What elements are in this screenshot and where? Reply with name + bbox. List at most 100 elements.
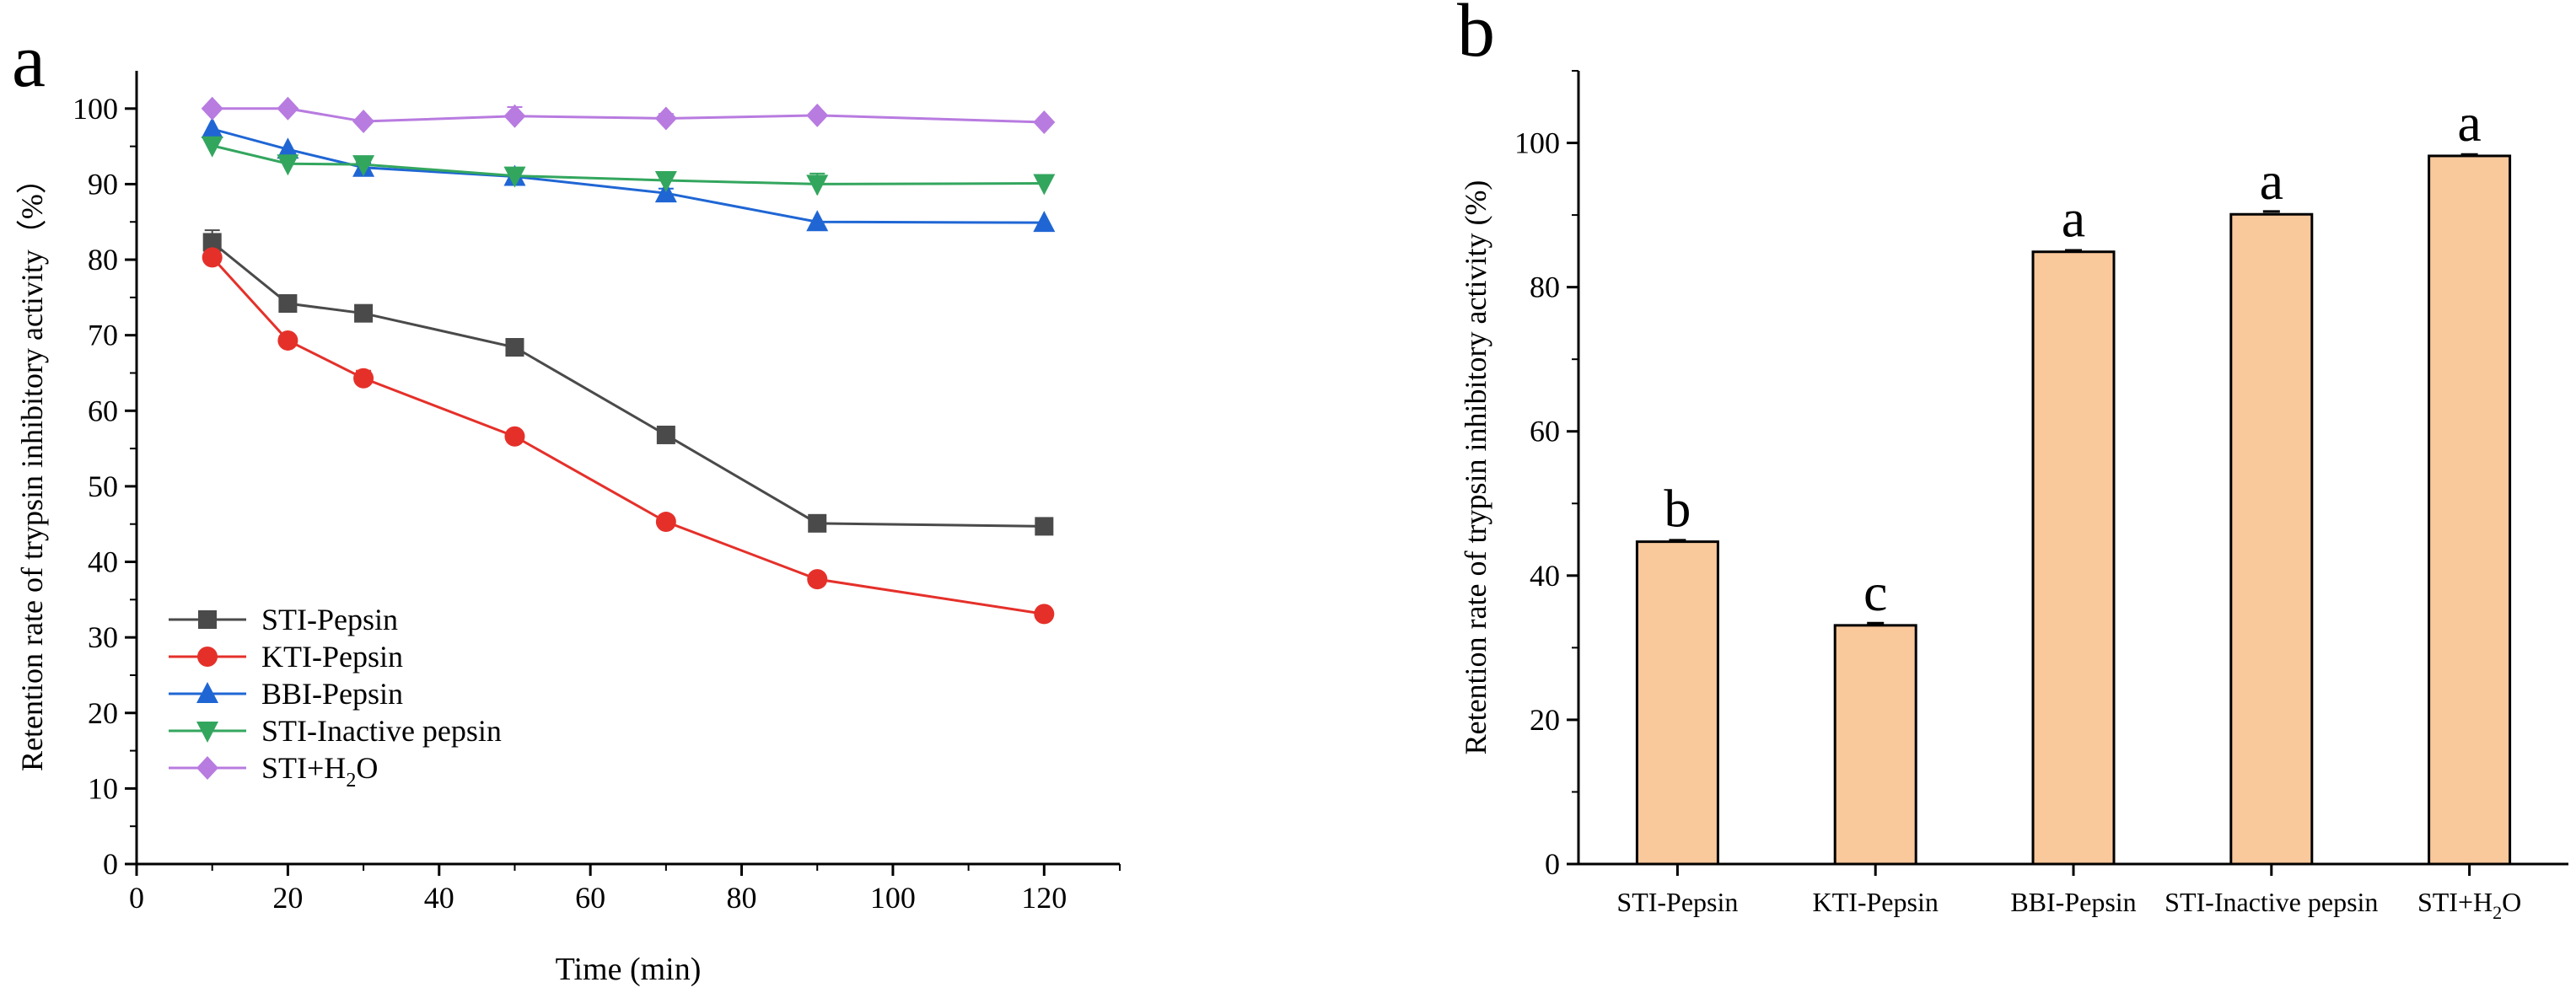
data-point bbox=[354, 303, 374, 323]
data-point bbox=[277, 137, 299, 159]
bar bbox=[2229, 212, 2314, 866]
legend-label: KTI-Pepsin bbox=[261, 640, 403, 674]
bar-group-kti-pepsin: c KTI-Pepsin bbox=[1813, 562, 1939, 917]
panel-b-y-tick-label: 80 bbox=[1530, 271, 1560, 304]
bar-chart-panel-b: 0 20 40 60 80 100 b STI-Pepsin c KTI-Pepsin a BBI-… bbox=[1459, 70, 2568, 923]
panel-a-y-tick-label: 10 bbox=[88, 771, 118, 805]
panel-b-y-tick-label: 40 bbox=[1530, 559, 1560, 593]
data-point bbox=[504, 426, 525, 447]
legend-item-bbi-pepsin: BBI-Pepsin bbox=[169, 677, 403, 711]
panel-b-y-tick-label: 0 bbox=[1545, 847, 1560, 881]
panel-a-x-tick-label: 100 bbox=[870, 881, 916, 915]
panel-a-y-tick-label: 0 bbox=[103, 847, 118, 881]
data-point bbox=[202, 247, 223, 268]
panel-a-x-tick-label: 0 bbox=[129, 881, 144, 915]
data-point bbox=[503, 104, 526, 128]
data-point bbox=[1033, 174, 1056, 196]
panel-a-x-tick-label: 60 bbox=[575, 881, 605, 915]
legend-marker bbox=[197, 647, 218, 667]
data-point bbox=[201, 136, 223, 158]
significance-letter: b bbox=[1664, 479, 1691, 539]
data-point bbox=[807, 569, 828, 590]
panel-a-y-tick-label: 100 bbox=[73, 92, 118, 126]
data-point bbox=[806, 103, 829, 127]
panel-a-x-tick-label: 40 bbox=[424, 881, 454, 915]
bar-group-sti-pepsin: b STI-Pepsin bbox=[1616, 479, 1738, 917]
data-point bbox=[1033, 211, 1056, 233]
panel-a-y-tick-label: 70 bbox=[88, 319, 118, 352]
significance-letter: c bbox=[1863, 562, 1887, 622]
x-tick-label: STI-Pepsin bbox=[1616, 887, 1738, 917]
data-point bbox=[503, 166, 526, 188]
data-point bbox=[654, 106, 677, 131]
legend-label-subscript: 2 bbox=[346, 770, 356, 792]
panel-a-letter: a bbox=[12, 19, 46, 103]
series-line bbox=[212, 107, 1045, 124]
data-point bbox=[1034, 604, 1055, 625]
panel-b-y-tick-label: 100 bbox=[1514, 126, 1560, 160]
bar bbox=[2031, 250, 2116, 866]
bar bbox=[2428, 154, 2512, 866]
data-point bbox=[201, 96, 223, 121]
panel-a-x-tick-label: 80 bbox=[727, 881, 757, 915]
legend-marker bbox=[196, 682, 218, 703]
legend-marker bbox=[196, 756, 218, 780]
panel-b-bars: b STI-Pepsin c KTI-Pepsin a BBI-Pepsin a STI-In… bbox=[1616, 93, 2521, 923]
data-point bbox=[277, 96, 299, 121]
panel-a-x-tick-label: 20 bbox=[272, 881, 303, 915]
data-point bbox=[656, 425, 675, 444]
legend-label-tail: O bbox=[356, 751, 378, 785]
data-point bbox=[277, 330, 298, 351]
panel-a-y-axis-label: Retention rate of trypsin inhibitory act… bbox=[15, 164, 49, 771]
data-point bbox=[654, 170, 677, 192]
data-point bbox=[202, 233, 222, 252]
panel-b-y-tick-label: 60 bbox=[1530, 415, 1560, 448]
significance-letter: a bbox=[2062, 189, 2085, 249]
x-tick-label: STI+H2O bbox=[2417, 887, 2521, 923]
legend-label: STI-Inactive pepsin bbox=[261, 714, 502, 748]
panel-a-y-tick-label: 30 bbox=[88, 620, 118, 654]
bar bbox=[1635, 540, 1719, 866]
legend-item-sti-h: STI+H2O bbox=[169, 751, 378, 792]
line-chart-panel-a: 0 10 20 30 40 50 60 70 80 90 100 0 20 40 60 80 100 120 ST… bbox=[15, 71, 1121, 987]
panel-a-x-axis-label: Time (min) bbox=[556, 952, 702, 987]
data-point bbox=[806, 174, 829, 196]
series-sti-inactive-pepsin bbox=[201, 136, 1056, 196]
panel-b-y-tick-label: 20 bbox=[1530, 703, 1560, 737]
series-sti-pepsin bbox=[202, 229, 1054, 536]
bar bbox=[1833, 624, 1917, 866]
panel-a-y-tick-label: 20 bbox=[88, 696, 118, 730]
x-tick-label: BBI-Pepsin bbox=[2010, 887, 2136, 917]
panel-a-y-tick-label: 50 bbox=[88, 470, 118, 503]
x-tick-label-subscript: 2 bbox=[2493, 902, 2502, 923]
data-point bbox=[1035, 517, 1054, 536]
legend-label: STI-Pepsin bbox=[261, 603, 398, 636]
significance-letter: a bbox=[2457, 93, 2481, 153]
series-sti-h bbox=[201, 96, 1056, 134]
data-point bbox=[277, 154, 299, 176]
series-line bbox=[212, 127, 1045, 224]
data-point bbox=[278, 294, 298, 314]
panel-a-x-tick-label: 120 bbox=[1021, 881, 1067, 915]
data-point bbox=[201, 117, 223, 139]
bar-group-sti-inactive-pepsin: a STI-Inactive pepsin bbox=[2165, 151, 2378, 917]
panel-a-y-tick-label: 80 bbox=[88, 243, 118, 276]
x-tick-label: STI-Inactive pepsin bbox=[2165, 887, 2378, 917]
panel-b-letter: b bbox=[1457, 0, 1495, 72]
legend-label: BBI-Pepsin bbox=[261, 677, 403, 711]
panel-a-y-tick-label: 60 bbox=[88, 394, 118, 427]
data-point bbox=[353, 368, 374, 389]
legend-item-sti-pepsin: STI-Pepsin bbox=[169, 603, 398, 636]
x-tick-label: KTI-Pepsin bbox=[1813, 887, 1939, 917]
panel-a-y-tick-label: 40 bbox=[88, 545, 118, 579]
legend-label: STI+H2O bbox=[261, 751, 378, 792]
bar-group-sti-h2o: a STI+H2O bbox=[2417, 93, 2521, 923]
panel-a-series bbox=[201, 96, 1056, 625]
legend-item-sti-inactive-pepsin: STI-Inactive pepsin bbox=[169, 714, 502, 748]
panel-a-axes: 0 10 20 30 40 50 60 70 80 90 100 0 20 40 60 80 100 120 bbox=[73, 71, 1121, 915]
panel-a-legend: STI-Pepsin KTI-PepsinBBI-PepsinSTI-Inacti… bbox=[169, 603, 502, 792]
bar-group-bbi-pepsin: a BBI-Pepsin bbox=[2010, 189, 2136, 917]
data-point bbox=[808, 513, 827, 533]
data-point bbox=[806, 210, 829, 232]
